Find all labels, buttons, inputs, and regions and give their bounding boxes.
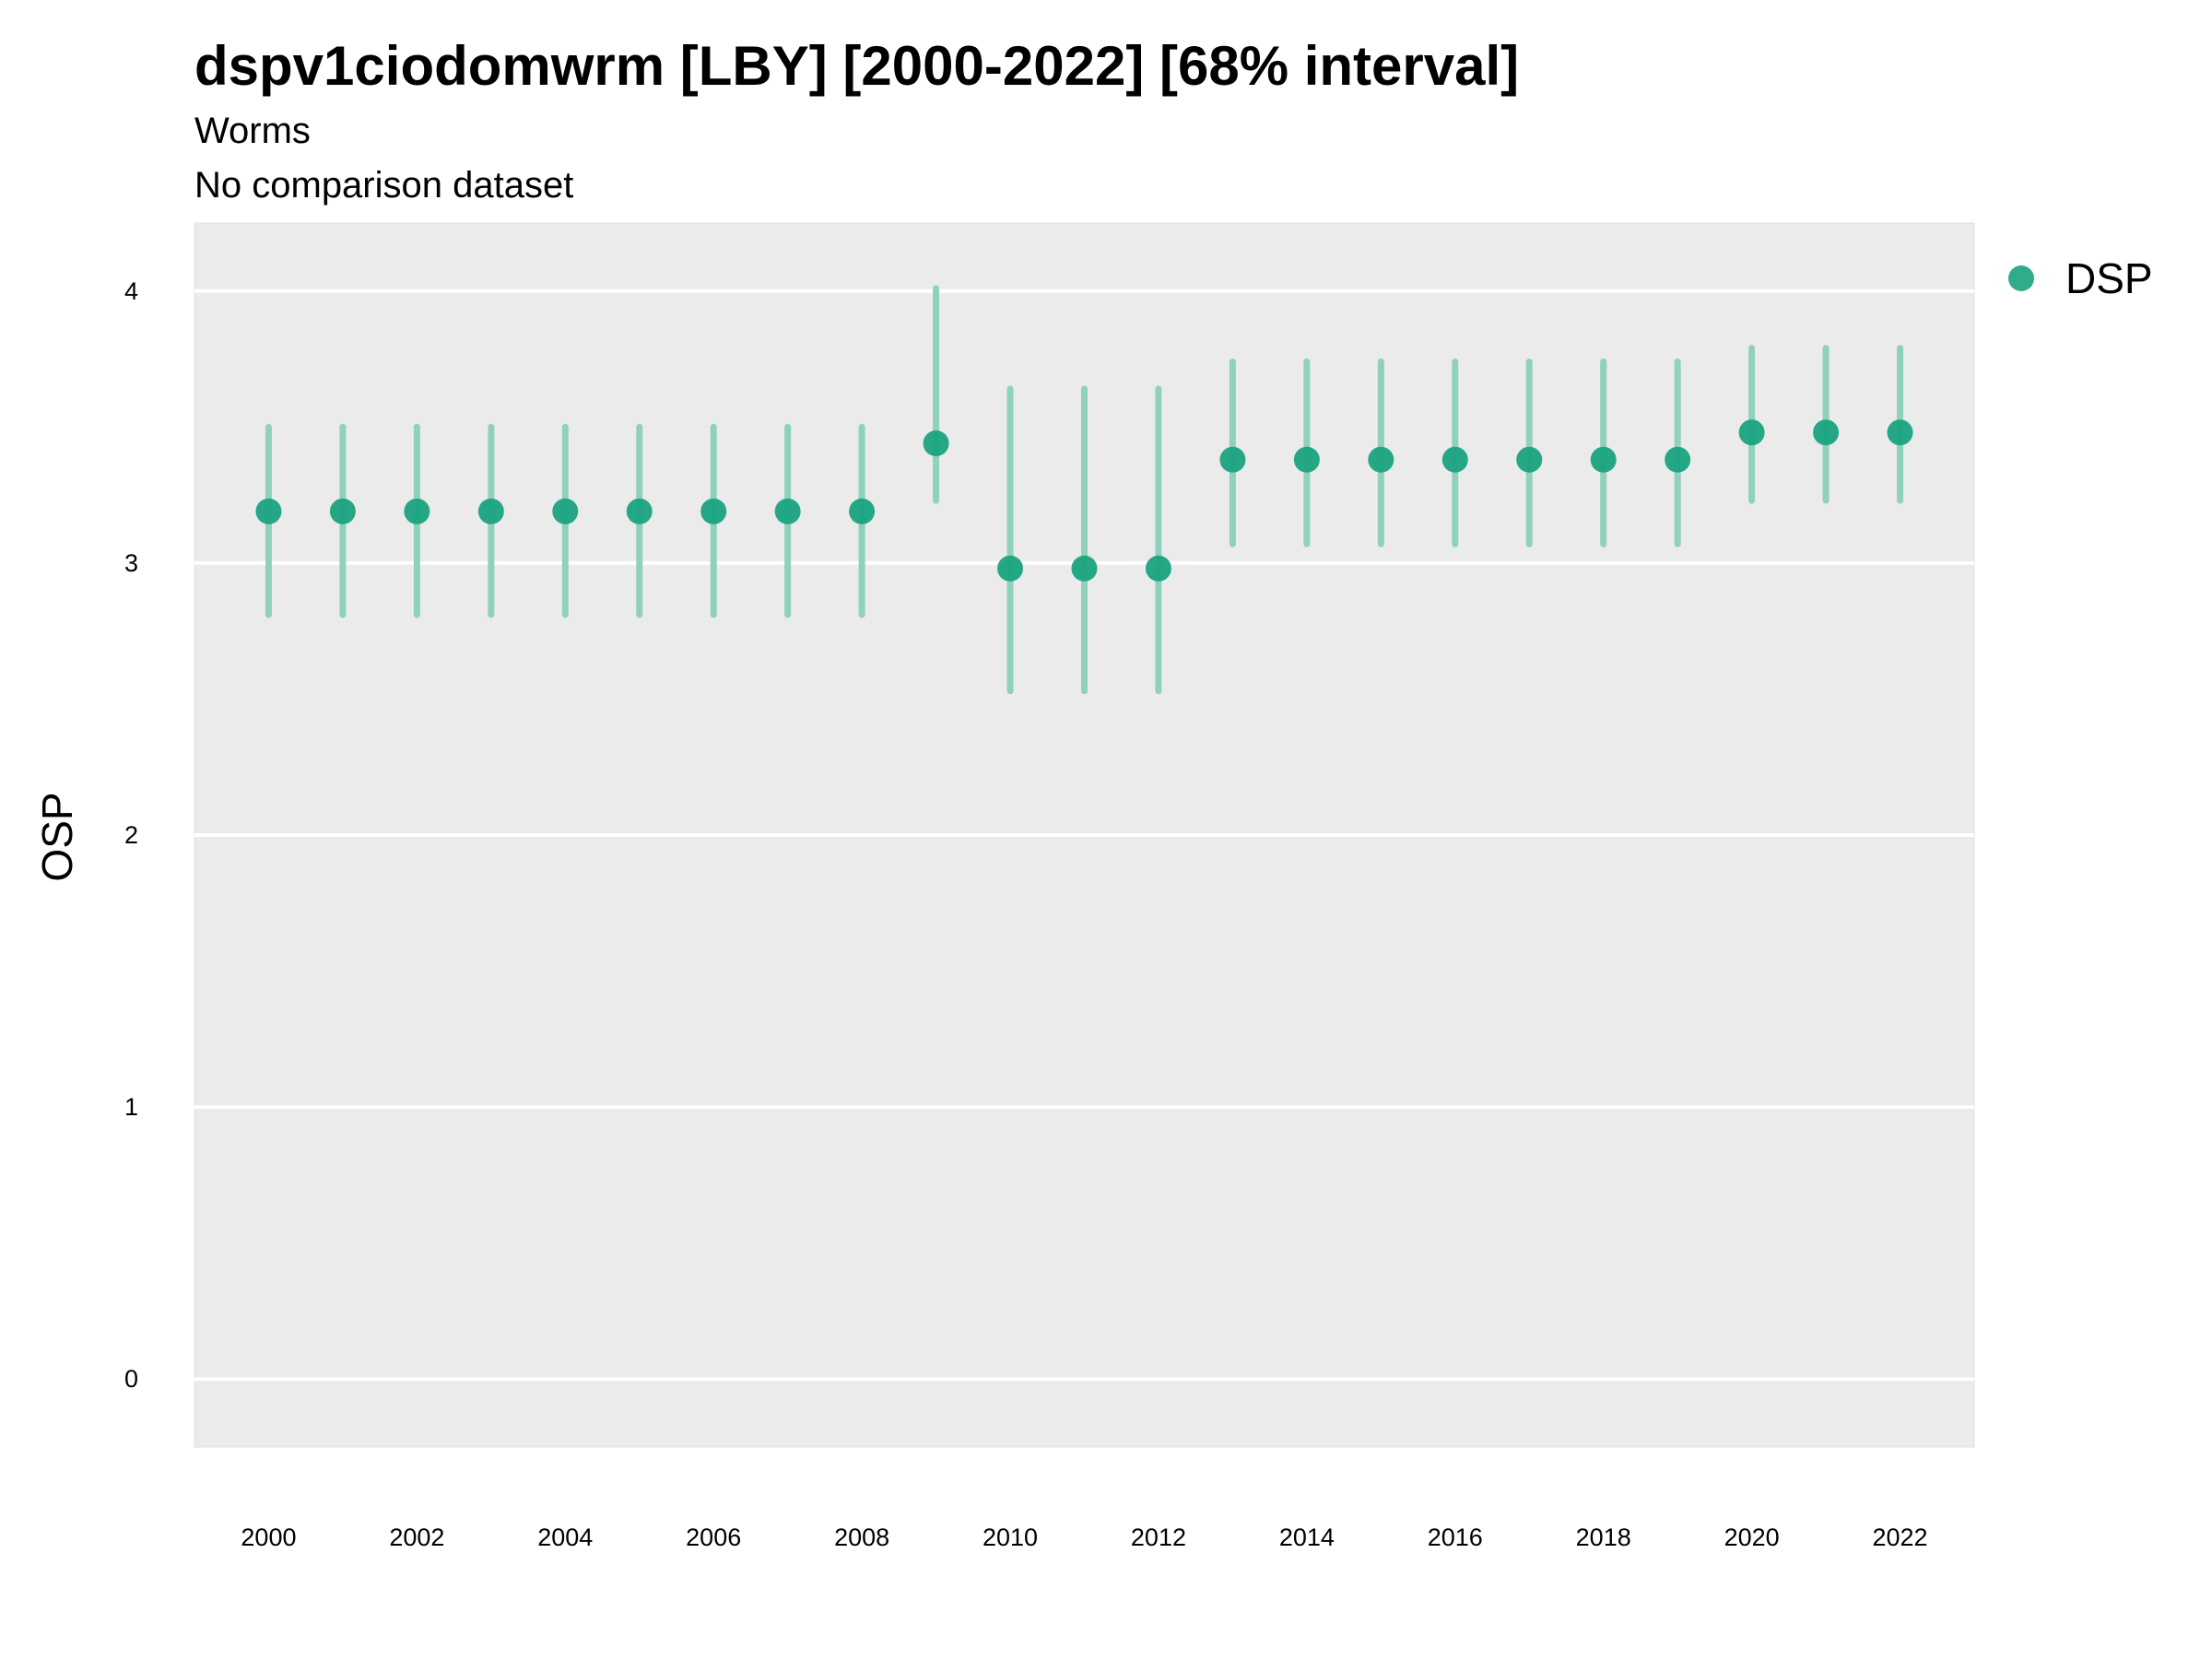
y-tick-label: 4	[124, 277, 138, 305]
data-point	[329, 498, 356, 524]
x-tick-label: 2020	[1724, 1524, 1780, 1551]
data-point	[552, 498, 579, 524]
data-point	[626, 498, 653, 524]
data-points	[255, 419, 1913, 582]
data-point	[404, 498, 430, 524]
y-axis-label: OSP	[33, 792, 81, 881]
data-point	[700, 498, 727, 524]
x-tick-label: 2008	[834, 1524, 889, 1551]
data-point	[849, 498, 876, 524]
x-tick-label: 2002	[389, 1524, 444, 1551]
chart-title: dspv1ciodomwrm [LBY] [2000-2022] [68% in…	[194, 35, 1519, 97]
data-point	[1219, 446, 1246, 473]
data-point	[997, 555, 1024, 582]
data-point	[1665, 446, 1691, 473]
data-point	[1887, 419, 1913, 446]
data-point	[923, 430, 949, 457]
data-point	[1590, 446, 1617, 473]
y-tick-label: 1	[124, 1093, 138, 1121]
data-point	[1368, 446, 1394, 473]
data-point	[1293, 446, 1320, 473]
chart-caption: No comparison dataset	[194, 165, 573, 206]
y-tick-label: 3	[124, 549, 138, 577]
x-tick-label: 2016	[1428, 1524, 1483, 1551]
y-axis-ticks: 0 1 2 3 4	[124, 277, 138, 1393]
data-point	[1441, 446, 1468, 473]
data-point	[1516, 446, 1543, 473]
x-tick-label: 2000	[241, 1524, 296, 1551]
x-axis-ticks: 2000 2002 2004 2006 2008 2010 2012 2014 2016 2018…	[241, 1524, 1927, 1551]
legend-dsp-label: DSP	[2065, 254, 2153, 302]
chart-subtitle: Worms	[194, 111, 311, 151]
data-point	[477, 498, 504, 524]
legend: DSP	[2008, 254, 2153, 302]
data-point	[774, 498, 801, 524]
x-tick-label: 2012	[1131, 1524, 1186, 1551]
x-tick-label: 2014	[1279, 1524, 1335, 1551]
x-tick-label: 2022	[1873, 1524, 1928, 1551]
data-point	[1738, 419, 1765, 446]
data-point	[1145, 555, 1171, 582]
data-point	[1813, 419, 1840, 446]
legend-dsp-marker	[2008, 265, 2034, 291]
x-tick-label: 2018	[1576, 1524, 1631, 1551]
x-tick-label: 2010	[982, 1524, 1038, 1551]
data-point	[255, 498, 282, 524]
data-point	[1071, 555, 1098, 582]
x-tick-label: 2006	[686, 1524, 741, 1551]
gridlines	[194, 288, 1974, 1382]
y-tick-label: 2	[124, 821, 138, 849]
y-tick-label: 0	[124, 1365, 138, 1393]
x-tick-label: 2004	[537, 1524, 593, 1551]
